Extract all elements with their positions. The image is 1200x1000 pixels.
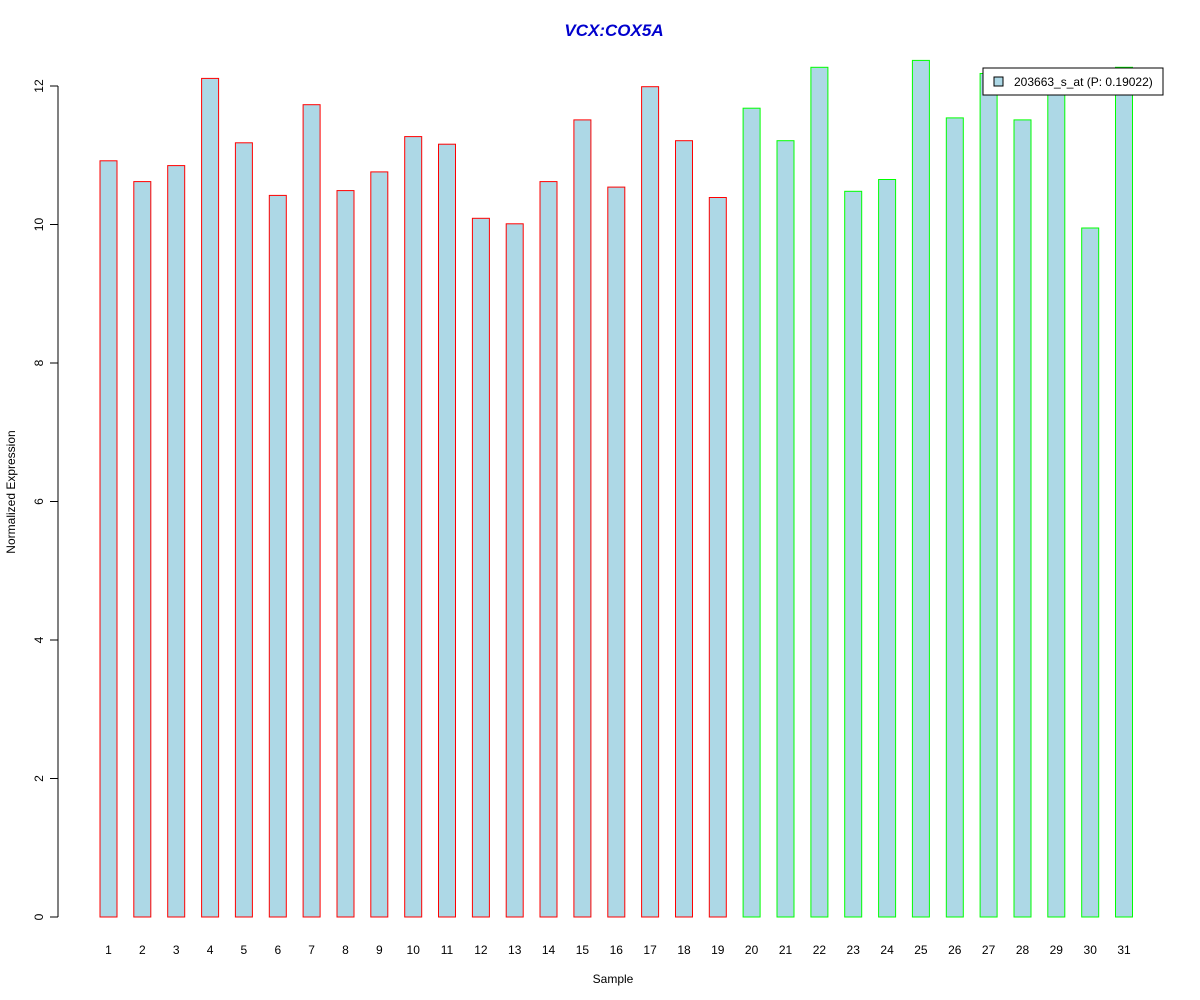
- bar-sample-18: [675, 140, 693, 918]
- x-tick-label: 6: [274, 943, 281, 957]
- y-tick-label: 10: [32, 218, 46, 232]
- bar-sample-5: [234, 142, 253, 918]
- bar-sample-10: [404, 136, 423, 918]
- x-tick-label: 4: [207, 943, 214, 957]
- x-tick-label: 20: [745, 943, 759, 957]
- x-tick-label: 9: [376, 943, 383, 957]
- x-tick-label: 3: [173, 943, 180, 957]
- bar-sample-17: [641, 86, 660, 918]
- bar-sample-6: [268, 194, 287, 918]
- x-tick-label: 2: [139, 943, 146, 957]
- legend: 203663_s_at (P: 0.19022): [982, 67, 1164, 96]
- y-tick-label: 6: [32, 498, 46, 505]
- bar-sample-29: [1047, 89, 1066, 918]
- bar-sample-24: [878, 179, 897, 918]
- x-tick-label: 14: [542, 943, 556, 957]
- bar-sample-21: [776, 140, 795, 918]
- x-tick-label: 23: [847, 943, 861, 957]
- x-tick-label: 31: [1117, 943, 1131, 957]
- y-axis-title: Normalized Expression: [4, 430, 18, 553]
- bar-sample-3: [167, 165, 186, 918]
- x-tick-label: 17: [643, 943, 657, 957]
- x-tick-label: 7: [308, 943, 315, 957]
- bar-sample-15: [573, 119, 592, 918]
- x-tick-label: 12: [474, 943, 488, 957]
- legend-swatch: [993, 76, 1004, 87]
- legend-label: 203663_s_at (P: 0.19022): [1014, 75, 1153, 89]
- bar-sample-26: [945, 117, 964, 918]
- bar-sample-4: [201, 77, 220, 918]
- bar-sample-14: [539, 181, 558, 918]
- bar-sample-8: [336, 190, 355, 918]
- x-tick-label: 27: [982, 943, 996, 957]
- bar-sample-28: [1013, 119, 1032, 918]
- x-tick-label: 19: [711, 943, 725, 957]
- bar-sample-25: [911, 59, 930, 918]
- x-tick-label: 16: [610, 943, 624, 957]
- x-tick-label: 13: [508, 943, 522, 957]
- y-tick-label: 12: [32, 79, 46, 93]
- bar-sample-16: [607, 186, 626, 918]
- y-axis: 0 2 4 6 8 10 12: [32, 79, 59, 920]
- x-tick-label: 21: [779, 943, 793, 957]
- bar-sample-9: [370, 171, 389, 918]
- y-tick-label: 0: [32, 913, 46, 920]
- x-tick-labels: 1 2 3 4 5 6 7 8 9 10 11 12 13 14 15 16 17 18 19 20 21 22 23 24 2…: [105, 943, 1131, 957]
- x-tick-label: 15: [576, 943, 590, 957]
- y-tick-label: 4: [32, 636, 46, 643]
- bar-sample-30: [1081, 227, 1100, 918]
- x-tick-label: 11: [441, 943, 454, 957]
- bar-sample-11: [438, 143, 456, 918]
- y-tick-label: 2: [32, 775, 46, 782]
- x-tick-label: 1: [105, 943, 112, 957]
- bar-sample-2: [133, 181, 152, 918]
- x-tick-label: 22: [813, 943, 827, 957]
- bar-sample-19: [708, 197, 727, 918]
- x-tick-label: 28: [1016, 943, 1030, 957]
- bar-sample-20: [742, 107, 761, 918]
- x-tick-label: 30: [1084, 943, 1098, 957]
- x-tick-label: 18: [677, 943, 691, 957]
- bar-sample-23: [844, 190, 863, 918]
- x-tick-label: 24: [880, 943, 894, 957]
- bar-sample-13: [505, 223, 524, 918]
- bar-sample-1: [99, 160, 118, 918]
- x-tick-label: 8: [342, 943, 349, 957]
- legend-box: [982, 67, 1164, 96]
- x-axis-title: Sample: [593, 972, 634, 986]
- y-tick-label: 8: [32, 359, 46, 366]
- x-tick-label: 10: [407, 943, 421, 957]
- bar-sample-22: [810, 66, 829, 918]
- chart-title: VCX:COX5A: [564, 21, 663, 40]
- bars: [99, 59, 1133, 918]
- x-tick-label: 29: [1050, 943, 1064, 957]
- bar-sample-12: [471, 217, 490, 918]
- bar-sample-31: [1115, 66, 1133, 918]
- x-tick-label: 5: [241, 943, 248, 957]
- bar-sample-7: [302, 104, 321, 918]
- bar-sample-27: [979, 73, 998, 918]
- x-tick-label: 25: [914, 943, 928, 957]
- x-tick-label: 26: [948, 943, 962, 957]
